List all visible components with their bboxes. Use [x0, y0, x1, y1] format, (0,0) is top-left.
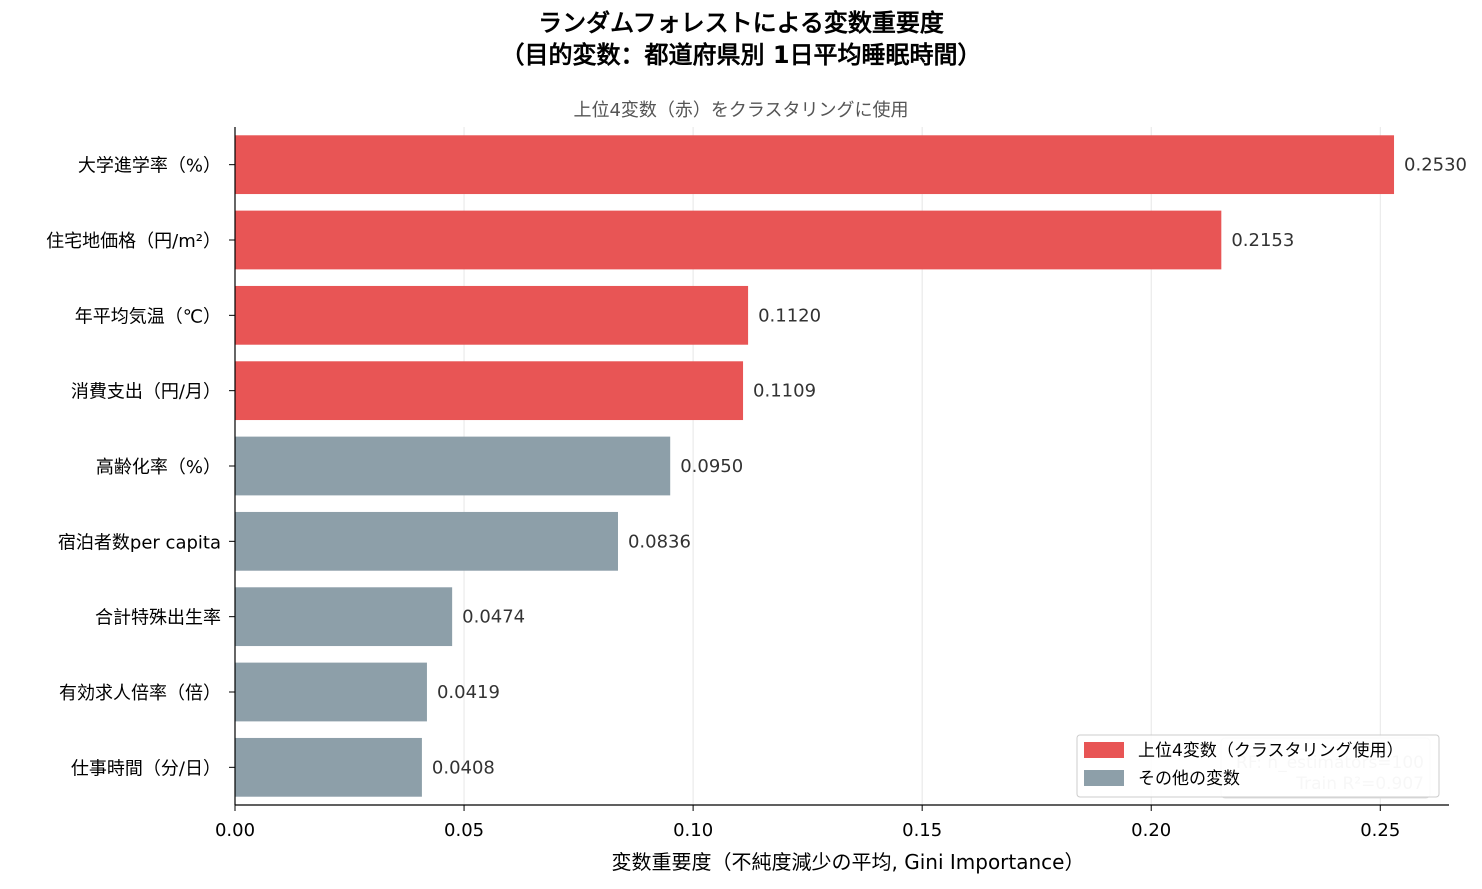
bar — [235, 210, 1222, 270]
legend-swatch — [1084, 770, 1124, 786]
bar — [235, 285, 749, 345]
y-tick-label: 有効求人倍率（倍） — [59, 683, 221, 704]
y-tick-label: 合計特殊出生率 — [95, 608, 221, 629]
legend-label: その他の変数 — [1138, 769, 1240, 789]
y-tick-label: 年平均気温（℃） — [75, 306, 221, 327]
y-tick-label: 大学進学率（%） — [78, 156, 221, 177]
value-label: 0.0950 — [680, 456, 743, 477]
y-tick-label: 仕事時間（分/日） — [71, 758, 221, 779]
legend-label: 上位4変数（クラスタリング使用） — [1138, 740, 1403, 761]
x-tick-label: 0.05 — [444, 820, 484, 841]
value-label: 0.1109 — [753, 381, 816, 402]
legend-swatch — [1084, 742, 1124, 758]
value-label: 0.0474 — [462, 607, 525, 628]
bar — [235, 361, 744, 421]
y-tick-label: 住宅地価格（円/m²） — [46, 231, 221, 252]
bar — [235, 662, 427, 722]
y-tick-label: 高齢化率（%） — [96, 457, 221, 478]
bar — [235, 587, 453, 647]
bar — [235, 511, 618, 571]
chart-title-line2: （目的変数：都道府県別 1日平均睡眠時間） — [500, 41, 982, 69]
x-axis-label: 変数重要度（不純度減少の平均, Gini Importance） — [612, 850, 1085, 874]
x-tick-label: 0.15 — [902, 820, 942, 841]
x-tick-label: 0.00 — [215, 820, 255, 841]
legend-box — [1076, 734, 1440, 798]
value-label: 0.2153 — [1231, 230, 1294, 251]
bar — [235, 135, 1395, 195]
chart-title-line1: ランダムフォレストによる変数重要度 — [538, 9, 944, 37]
y-tick-label: 宿泊者数per capita — [58, 532, 221, 553]
value-label: 0.1120 — [758, 305, 821, 326]
value-label: 0.2530 — [1404, 155, 1467, 176]
value-label: 0.0419 — [437, 682, 500, 703]
x-tick-label: 0.20 — [1131, 820, 1171, 841]
bar — [235, 737, 422, 797]
y-tick-label: 消費支出（円/月） — [71, 382, 221, 403]
value-label: 0.0836 — [628, 531, 691, 552]
x-tick-label: 0.25 — [1360, 820, 1400, 841]
chart-subtitle: 上位4変数（赤）をクラスタリングに使用 — [573, 100, 909, 121]
value-label: 0.0408 — [432, 757, 495, 778]
x-tick-label: 0.10 — [673, 820, 713, 841]
bar — [235, 436, 671, 496]
